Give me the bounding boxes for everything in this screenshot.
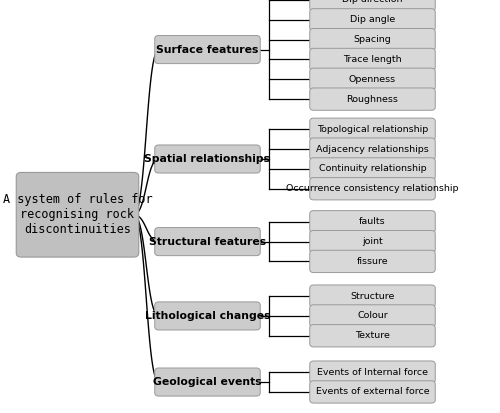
Text: Colour: Colour (357, 311, 388, 320)
FancyBboxPatch shape (310, 361, 435, 383)
FancyBboxPatch shape (310, 158, 435, 180)
Text: Openness: Openness (349, 75, 396, 84)
Text: Structural features: Structural features (149, 237, 266, 247)
FancyBboxPatch shape (310, 138, 435, 160)
Text: Events of Internal force: Events of Internal force (317, 368, 428, 377)
Text: Surface features: Surface features (156, 45, 258, 55)
Text: Dip angle: Dip angle (350, 15, 395, 24)
Text: fissure: fissure (356, 257, 388, 266)
Text: faults: faults (359, 217, 386, 226)
Text: Continuity relationship: Continuity relationship (318, 164, 426, 173)
FancyBboxPatch shape (310, 28, 435, 51)
FancyBboxPatch shape (310, 88, 435, 110)
FancyBboxPatch shape (310, 0, 435, 11)
Text: Spacing: Spacing (354, 35, 392, 44)
Text: Occurrence consistency relationship: Occurrence consistency relationship (286, 184, 459, 193)
FancyBboxPatch shape (310, 381, 435, 403)
FancyBboxPatch shape (155, 145, 260, 173)
FancyBboxPatch shape (310, 178, 435, 200)
FancyBboxPatch shape (310, 285, 435, 307)
Text: Topological relationship: Topological relationship (317, 125, 428, 134)
FancyBboxPatch shape (155, 368, 260, 396)
Text: Geological events: Geological events (153, 377, 262, 387)
FancyBboxPatch shape (155, 36, 260, 64)
FancyBboxPatch shape (16, 173, 138, 257)
FancyBboxPatch shape (155, 302, 260, 330)
FancyBboxPatch shape (310, 68, 435, 90)
Text: Dip direction: Dip direction (342, 0, 403, 5)
FancyBboxPatch shape (310, 118, 435, 140)
FancyBboxPatch shape (310, 48, 435, 71)
Text: Adjacency relationships: Adjacency relationships (316, 145, 429, 154)
Text: joint: joint (362, 237, 383, 246)
FancyBboxPatch shape (310, 230, 435, 253)
Text: Texture: Texture (355, 331, 390, 340)
Text: Lithological changes: Lithological changes (145, 311, 270, 321)
FancyBboxPatch shape (155, 228, 260, 256)
Text: Structure: Structure (350, 292, 395, 301)
Text: Roughness: Roughness (346, 95, 399, 104)
Text: Events of external force: Events of external force (316, 387, 430, 396)
FancyBboxPatch shape (310, 9, 435, 31)
FancyBboxPatch shape (310, 325, 435, 347)
FancyBboxPatch shape (310, 250, 435, 273)
Text: Trace length: Trace length (343, 55, 402, 64)
FancyBboxPatch shape (310, 211, 435, 233)
FancyBboxPatch shape (310, 305, 435, 327)
Text: A system of rules for
recognising rock
discontinuities: A system of rules for recognising rock d… (2, 193, 152, 236)
Text: Spatial relationships: Spatial relationships (144, 154, 270, 164)
